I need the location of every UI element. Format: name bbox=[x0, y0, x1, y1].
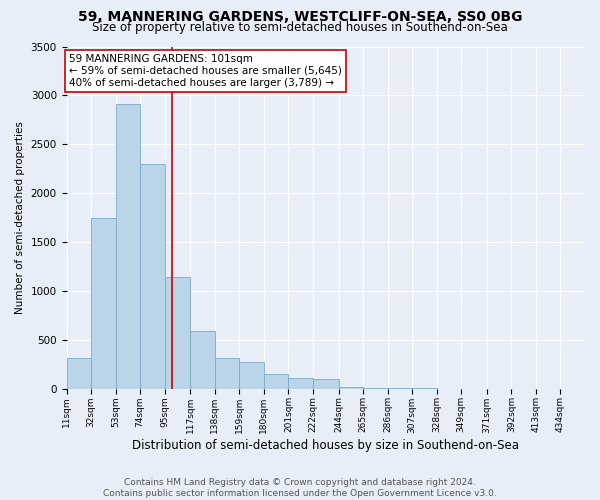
Bar bbox=[164, 277, 190, 388]
Bar bbox=[215, 358, 239, 388]
Bar bbox=[140, 164, 164, 388]
Y-axis label: Number of semi-detached properties: Number of semi-detached properties bbox=[15, 121, 25, 314]
Bar bbox=[289, 378, 313, 388]
Bar bbox=[338, 387, 363, 388]
Bar bbox=[91, 218, 116, 388]
Text: 59, MANNERING GARDENS, WESTCLIFF-ON-SEA, SS0 0BG: 59, MANNERING GARDENS, WESTCLIFF-ON-SEA,… bbox=[78, 10, 522, 24]
Text: Contains HM Land Registry data © Crown copyright and database right 2024.
Contai: Contains HM Land Registry data © Crown c… bbox=[103, 478, 497, 498]
Bar bbox=[190, 332, 215, 388]
Text: Size of property relative to semi-detached houses in Southend-on-Sea: Size of property relative to semi-detach… bbox=[92, 21, 508, 34]
Bar bbox=[239, 362, 264, 388]
Bar bbox=[313, 380, 338, 388]
Bar bbox=[264, 374, 289, 388]
Bar bbox=[116, 104, 140, 389]
Text: 59 MANNERING GARDENS: 101sqm
← 59% of semi-detached houses are smaller (5,645)
4: 59 MANNERING GARDENS: 101sqm ← 59% of se… bbox=[69, 54, 342, 88]
Bar bbox=[67, 358, 91, 388]
X-axis label: Distribution of semi-detached houses by size in Southend-on-Sea: Distribution of semi-detached houses by … bbox=[132, 440, 519, 452]
